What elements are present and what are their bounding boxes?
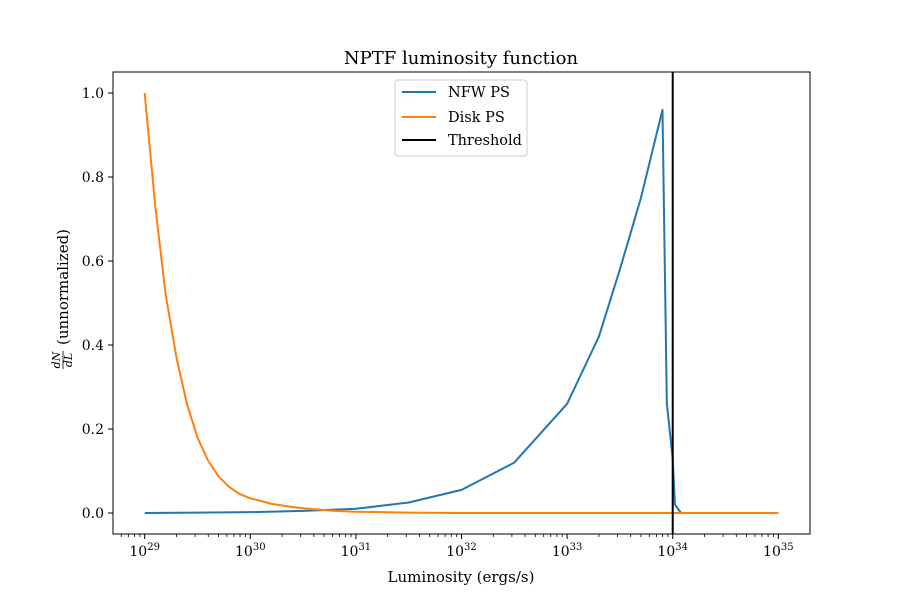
y-axis-label-denominator: dL bbox=[62, 353, 75, 367]
chart-title: NPTF luminosity function bbox=[344, 48, 579, 69]
y-tick-label: 0.2 bbox=[82, 422, 104, 438]
y-tick-label: 0.0 bbox=[82, 506, 104, 522]
x-axis-ticks: 1029 1030 1031 1032 1033 1034 1035 bbox=[120, 534, 794, 560]
legend-box bbox=[394, 79, 528, 157]
legend-label-disk: Disk PS bbox=[448, 110, 505, 126]
y-tick-label: 0.8 bbox=[82, 170, 104, 186]
series-line-disk-ps bbox=[143, 92, 779, 514]
x-tick-label: 1031 bbox=[341, 542, 372, 560]
x-tick-label: 1033 bbox=[552, 542, 583, 560]
legend-label-threshold: Threshold bbox=[448, 133, 522, 149]
legend: NFW PS Disk PS Threshold bbox=[394, 79, 528, 157]
x-tick-label: 1034 bbox=[657, 542, 688, 560]
legend-label-nfw: NFW PS bbox=[448, 85, 510, 101]
y-axis-label-text: (unnormalized) bbox=[54, 229, 72, 345]
y-axis-label-numerator: dN bbox=[50, 351, 63, 368]
x-tick-label: 1030 bbox=[235, 542, 266, 560]
y-axis-ticks: 0.0 0.2 0.4 0.6 0.8 1.0 bbox=[82, 86, 113, 522]
x-tick-label: 1035 bbox=[763, 542, 794, 560]
plot-area bbox=[112, 71, 811, 535]
x-tick-label: 1029 bbox=[129, 542, 160, 560]
x-axis-label: Luminosity (ergs/s) bbox=[388, 568, 535, 586]
y-tick-label: 0.6 bbox=[82, 254, 104, 270]
y-tick-label: 1.0 bbox=[82, 86, 104, 102]
y-tick-label: 0.4 bbox=[82, 338, 104, 354]
y-axis-label: dN dL (unnormalized) bbox=[50, 229, 75, 369]
series-layer bbox=[143, 72, 779, 534]
x-tick-label: 1032 bbox=[446, 542, 477, 560]
